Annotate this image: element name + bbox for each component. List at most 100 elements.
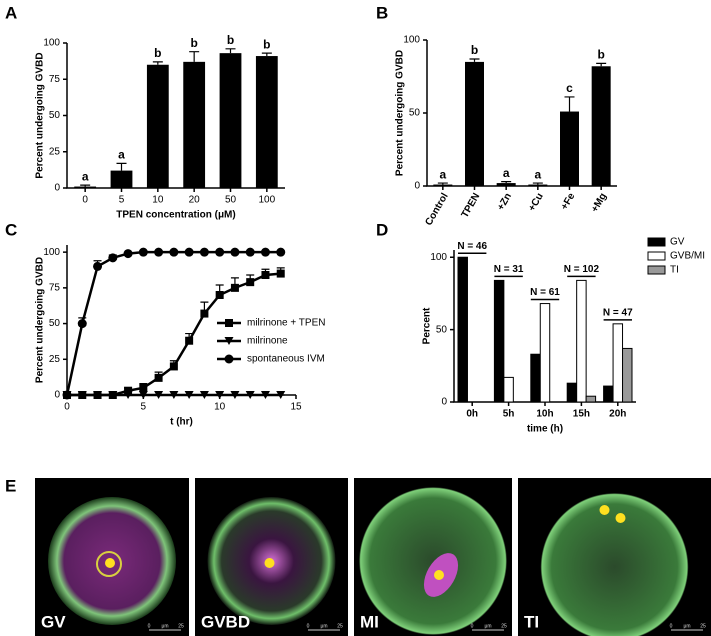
significance-letter: b (471, 43, 478, 57)
marker (215, 391, 225, 399)
scale-label: 0 (471, 623, 474, 629)
marker (245, 391, 255, 399)
bar (146, 64, 169, 188)
bar (603, 385, 614, 403)
scale-label: μm (161, 623, 168, 629)
x-tick-label: 10h (536, 409, 553, 420)
x-tick-label: TPEN (460, 191, 483, 220)
y-tick-label: 100 (403, 35, 420, 46)
y-tick-label: 50 (409, 108, 421, 119)
y-tick-label: 0 (54, 390, 60, 401)
marker (108, 391, 118, 399)
image-label: TI (524, 612, 539, 631)
x-tick-label: Control (423, 191, 450, 227)
x-tick-label: 5 (141, 402, 147, 413)
legend-swatch (647, 251, 666, 261)
micrograph: MI 0 μm 25 (354, 478, 512, 636)
error-bar (189, 51, 200, 62)
marker (169, 362, 178, 371)
y-tick-label: 75 (49, 74, 61, 85)
legend-swatch (647, 265, 666, 275)
marker (260, 391, 270, 399)
x-tick-label: 15 (290, 402, 302, 413)
bar (560, 111, 579, 186)
legend-marker (224, 354, 234, 364)
marker (199, 391, 209, 399)
marker (139, 383, 148, 392)
marker (215, 291, 224, 299)
marker (260, 247, 270, 257)
axes (66, 43, 285, 189)
bar (503, 376, 514, 403)
marker (138, 247, 148, 257)
y-tick-label: 50 (49, 318, 61, 329)
y-tick-label: 100 (430, 252, 447, 263)
bar (591, 66, 611, 186)
marker (245, 247, 255, 257)
error-bar (532, 182, 543, 185)
marker (77, 319, 87, 329)
marker (93, 391, 103, 399)
scale-label: 0 (307, 623, 310, 629)
marker (230, 247, 240, 257)
y-tick-label: 50 (49, 110, 61, 121)
x-tick-label: 50 (225, 195, 237, 206)
significance-letter: b (597, 48, 604, 62)
group-label: N = 46 (457, 241, 487, 252)
significance-letter: a (118, 148, 125, 162)
x-tick-label: 0 (64, 402, 70, 413)
x-tick-label: 5h (503, 409, 515, 420)
significance-letter: a (503, 166, 510, 180)
error-bar (596, 62, 607, 67)
bar (622, 347, 633, 403)
legend-label: GVB/MI (670, 251, 705, 262)
legend-label: TI (670, 265, 679, 276)
scale-label: μm (320, 623, 327, 629)
significance-letter: b (263, 37, 270, 51)
chromatin (105, 558, 115, 568)
x-tick-label: 0h (466, 409, 478, 420)
image-label: MI (360, 612, 379, 631)
axes (426, 40, 617, 187)
marker (154, 247, 164, 257)
marker (184, 391, 194, 399)
error-bar (116, 162, 127, 171)
marker (77, 391, 87, 399)
scale-label: μm (683, 623, 690, 629)
significance-letter: a (82, 169, 89, 183)
group-label: N = 61 (530, 287, 560, 298)
panel-label: B (376, 3, 388, 22)
marker (246, 278, 255, 287)
error-bar (261, 52, 272, 57)
bar (183, 61, 206, 188)
error-bar (469, 58, 480, 62)
legend-label: milrinone (247, 336, 288, 347)
panel-label: C (5, 220, 17, 239)
x-tick-label: 5 (119, 195, 125, 206)
micrograph: TI 0 μm 25 (518, 478, 711, 636)
marker (108, 253, 118, 263)
scale-label: μm (484, 623, 491, 629)
bar (110, 170, 133, 188)
marker (138, 391, 148, 399)
error-bar (80, 184, 91, 187)
bar (566, 382, 578, 403)
x-tick-label: 0 (82, 195, 88, 206)
bar (74, 186, 97, 188)
legend-marker (224, 337, 234, 345)
y-axis-label: Percent undergoing GVBD (35, 257, 46, 383)
chromatin (434, 570, 444, 580)
marker (184, 247, 194, 257)
marker (230, 283, 239, 292)
scale-label: 25 (337, 623, 343, 629)
bar (465, 61, 484, 186)
bar (528, 184, 548, 186)
error-bar (564, 96, 575, 112)
marker (276, 269, 285, 278)
significance-letter: a (534, 167, 541, 181)
significance-letter: a (439, 167, 446, 181)
micrograph: GVBD 0 μm 25 (195, 478, 348, 636)
bar (493, 279, 505, 403)
marker (215, 247, 225, 257)
